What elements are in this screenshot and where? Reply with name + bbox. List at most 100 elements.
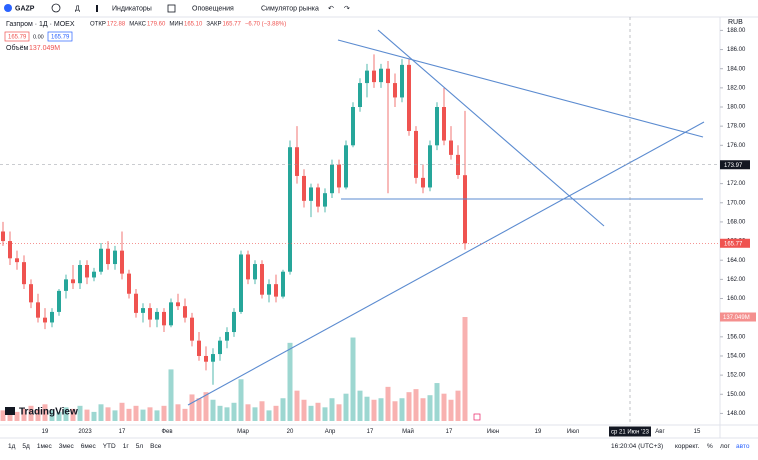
volume-bar — [49, 410, 55, 421]
y-tick-label: 148.00 — [727, 411, 746, 417]
candle-body — [204, 355, 208, 362]
legend-change: −6.70 (−3.88%) — [245, 22, 286, 28]
range-button[interactable]: 6мес — [81, 443, 97, 450]
candle-body — [295, 147, 299, 176]
candle-body — [106, 248, 110, 265]
volume-bar — [35, 409, 41, 421]
last-price-label: 165.77 — [724, 241, 743, 247]
volume-bar — [280, 398, 286, 421]
volume-bar — [196, 398, 202, 421]
candle-body — [435, 107, 439, 146]
candle-body — [253, 264, 257, 280]
range-button[interactable]: Все — [150, 443, 162, 450]
range-button[interactable]: 1мес — [37, 443, 53, 450]
volume-bar — [175, 404, 181, 421]
candle-body — [309, 187, 313, 201]
bottom-auto[interactable]: авто — [736, 443, 750, 450]
candle-body — [92, 271, 96, 278]
legend-name: Газпром · 1Д · MOEX — [6, 21, 75, 28]
y-tick-label: 168.00 — [727, 219, 746, 225]
alerts[interactable]: Оповещения — [192, 5, 234, 12]
y-tick-label: 186.00 — [727, 47, 746, 53]
y-tick-label: 170.00 — [727, 200, 746, 206]
range-button[interactable]: 1г — [123, 443, 130, 450]
candle-body — [260, 264, 264, 295]
ask-box[interactable] — [47, 31, 73, 42]
undo[interactable]: ↶ — [328, 5, 334, 12]
candle-body — [449, 140, 453, 155]
candle-body — [463, 175, 467, 244]
candle-body — [218, 340, 222, 355]
volume-bar — [252, 407, 258, 421]
currency[interactable]: RUB — [728, 19, 743, 26]
candle-body — [393, 83, 397, 98]
x-tick-label: Май — [402, 428, 414, 435]
y-tick-label: 184.00 — [727, 66, 746, 72]
range-button[interactable]: 1д — [8, 443, 16, 450]
candle-body — [57, 290, 61, 312]
interval[interactable]: Д — [75, 5, 80, 12]
candle-body — [78, 265, 82, 284]
add-symbol[interactable] — [51, 3, 61, 13]
range-button[interactable]: 5л — [136, 443, 144, 450]
templates[interactable] — [167, 4, 176, 13]
top-toolbar — [0, 0, 758, 17]
y-tick-label: 178.00 — [727, 124, 746, 130]
candle-body — [316, 187, 320, 207]
indicators[interactable]: Индикаторы — [112, 5, 152, 12]
candle-body — [358, 83, 362, 108]
candle-body — [43, 317, 47, 323]
volume-bar — [238, 379, 244, 421]
volume-bar — [0, 410, 6, 421]
trend-line[interactable] — [377, 29, 605, 227]
volume-bar — [63, 407, 69, 421]
volume-bar — [168, 369, 174, 421]
candle-body — [302, 175, 306, 201]
y-tick-label: 176.00 — [727, 143, 746, 149]
volume-bar — [371, 399, 377, 421]
x-tick-label: 19 — [535, 429, 542, 435]
bottom-percent[interactable]: % — [707, 443, 713, 450]
chart-type[interactable] — [96, 5, 98, 12]
range-button[interactable]: 5д — [22, 443, 30, 450]
range-button[interactable]: YTD — [103, 443, 116, 450]
volume-bar — [28, 405, 34, 421]
volume-bar — [119, 402, 125, 421]
logo-icon — [5, 407, 15, 415]
x-tick-label: Авг — [655, 429, 665, 435]
range-button[interactable]: 3мес — [59, 443, 75, 450]
bottom-log[interactable]: лог — [720, 443, 730, 450]
candle-body — [330, 164, 334, 194]
volume-bar — [112, 410, 118, 421]
symbol[interactable]: GAZP — [15, 5, 35, 12]
volume-label: 137.049M — [723, 315, 750, 321]
candle-body — [372, 70, 376, 83]
volume-bar — [21, 408, 27, 421]
x-tick-label: Июл — [567, 429, 580, 435]
plot — [0, 54, 468, 421]
x-tick-label: Мар — [237, 429, 249, 435]
bid-box[interactable] — [4, 31, 30, 42]
candle-body — [337, 164, 341, 188]
volume-bar — [273, 405, 279, 421]
legend-low-label: МИН — [169, 22, 183, 28]
trend-line[interactable] — [187, 121, 705, 406]
redo[interactable]: ↷ — [344, 5, 350, 12]
trend-line[interactable] — [337, 39, 704, 138]
candle-body — [344, 145, 348, 188]
volume-bar — [105, 407, 111, 421]
event-marker[interactable] — [473, 413, 481, 421]
volume-bar — [315, 402, 321, 421]
volume-box — [720, 312, 756, 322]
bottom-adjust[interactable]: коррект. — [675, 443, 700, 450]
candle-body — [169, 302, 173, 326]
volume-bar — [343, 393, 349, 421]
y-tick-label: 162.00 — [727, 277, 746, 283]
volume-bar — [322, 407, 328, 421]
volume-bar — [91, 411, 97, 421]
candle-body — [386, 68, 390, 84]
candle-body — [22, 262, 26, 285]
volume-legend-label: Объём — [6, 44, 28, 52]
replay[interactable]: Симулятор рынка — [261, 5, 319, 12]
legend-low: 165.10 — [184, 22, 203, 28]
